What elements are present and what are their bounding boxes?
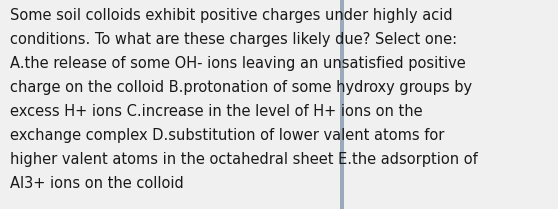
Text: Some soil colloids exhibit positive charges under highly acid: Some soil colloids exhibit positive char… — [10, 8, 453, 23]
Text: excess H+ ions C.increase in the level of H+ ions on the: excess H+ ions C.increase in the level o… — [10, 104, 422, 119]
Bar — [340, 0, 344, 209]
Text: exchange complex D.substitution of lower valent atoms for: exchange complex D.substitution of lower… — [10, 128, 444, 143]
Text: A.the release of some OH- ions leaving an unsatisfied positive: A.the release of some OH- ions leaving a… — [10, 56, 466, 71]
Text: higher valent atoms in the octahedral sheet E.the adsorption of: higher valent atoms in the octahedral sh… — [10, 152, 478, 167]
Text: conditions. To what are these charges likely due? Select one:: conditions. To what are these charges li… — [10, 32, 457, 47]
Text: charge on the colloid B.protonation of some hydroxy groups by: charge on the colloid B.protonation of s… — [10, 80, 472, 95]
Text: Al3+ ions on the colloid: Al3+ ions on the colloid — [10, 176, 184, 191]
